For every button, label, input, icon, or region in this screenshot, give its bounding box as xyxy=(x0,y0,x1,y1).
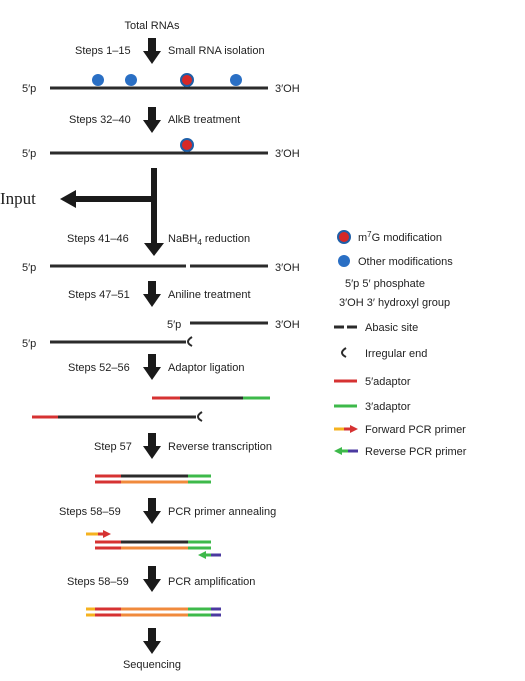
step-arrow-7 xyxy=(143,498,161,524)
step-label-4: Aniline treatment xyxy=(168,289,251,301)
legend-abasic-label: Abasic site xyxy=(365,322,418,334)
legend-adaptor5-label: 5′adaptor xyxy=(365,376,411,388)
other-modification-dot xyxy=(230,74,242,86)
step-label-1: Small RNA isolation xyxy=(168,45,265,57)
step-number-1: Steps 1–15 xyxy=(75,45,131,57)
legend-m7g-label: m7G modification xyxy=(358,230,442,244)
m7g-modification-dot xyxy=(180,138,194,152)
step-label-3: NaBH4 reduction xyxy=(168,233,250,247)
legend-other-label: Other modifications xyxy=(358,256,453,268)
m7g-modification-dot xyxy=(180,73,194,87)
step-number-4: Steps 47–51 xyxy=(68,289,130,301)
reverse-primer xyxy=(198,551,221,559)
m7g-legend-icon xyxy=(337,230,351,244)
step-number-7: Steps 58–59 xyxy=(59,506,121,518)
step-label-7: PCR primer annealing xyxy=(168,506,276,518)
step-arrow-4 xyxy=(143,281,161,307)
primer-annealing-duplex xyxy=(95,540,211,550)
legend-forward-primer-label: Forward PCR primer xyxy=(365,424,466,436)
input-branch-arrow xyxy=(60,168,164,256)
step-label-8: PCR amplification xyxy=(168,576,255,588)
irregular-end-icon xyxy=(187,336,193,347)
other-modification-dot xyxy=(92,74,104,86)
pcr-product xyxy=(86,607,221,617)
five-prime-label: 5′p xyxy=(167,319,181,331)
step-number-2: Steps 32–40 xyxy=(69,114,131,126)
reverse-transcription-duplex xyxy=(95,474,211,484)
diagram-title: Total RNAs xyxy=(124,20,180,32)
forward-primer-legend-icon xyxy=(334,425,358,433)
ligated-fragment-5prime xyxy=(32,411,203,422)
legend-reverse-primer-label: Reverse PCR primer xyxy=(365,446,467,458)
step-arrow-6 xyxy=(143,433,161,459)
sequencing-label: Sequencing xyxy=(123,659,181,671)
step-arrow-2 xyxy=(143,107,161,133)
three-prime-label: 3′OH xyxy=(275,148,300,160)
step-number-6: Step 57 xyxy=(94,441,132,453)
legend: m7G modification Other modifications 5′p… xyxy=(334,230,467,458)
step-number-3: Steps 41–46 xyxy=(67,233,129,245)
step-arrow-final xyxy=(143,628,161,654)
three-prime-label: 3′OH xyxy=(275,83,300,95)
input-label: Input xyxy=(0,189,36,208)
other-modification-dot xyxy=(125,74,137,86)
other-modification-legend-icon xyxy=(338,255,350,267)
three-prime-label: 3′OH xyxy=(275,262,300,274)
legend-five-prime: 5′p 5′ phosphate xyxy=(345,278,425,290)
five-prime-label: 5′p xyxy=(22,262,36,274)
reverse-primer-legend-icon xyxy=(334,447,358,455)
step-label-2: AlkB treatment xyxy=(168,114,240,126)
five-prime-label: 5′p xyxy=(22,338,36,350)
step-arrow-8 xyxy=(143,566,161,592)
step-number-8: Steps 58–59 xyxy=(67,576,129,588)
step-number-5: Steps 52–56 xyxy=(68,362,130,374)
forward-primer xyxy=(86,530,111,538)
legend-adaptor3-label: 3′adaptor xyxy=(365,401,411,413)
step-label-5: Adaptor ligation xyxy=(168,362,244,374)
step-label-6: Reverse transcription xyxy=(168,441,272,453)
step-arrow-5 xyxy=(143,354,161,380)
five-prime-label: 5′p xyxy=(22,148,36,160)
three-prime-label: 3′OH xyxy=(275,319,300,331)
irregular-end-legend-icon xyxy=(341,347,347,358)
step-arrow-1 xyxy=(143,38,161,64)
legend-three-prime: 3′OH 3′ hydroxyl group xyxy=(339,297,450,309)
five-prime-label: 5′p xyxy=(22,83,36,95)
legend-irregular-label: Irregular end xyxy=(365,348,427,360)
